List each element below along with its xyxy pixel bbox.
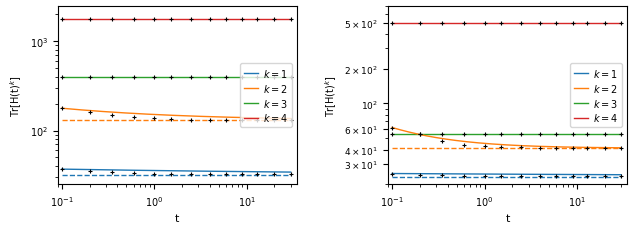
Y-axis label: Tr[H(t)$^k$]: Tr[H(t)$^k$]	[8, 75, 24, 116]
X-axis label: t: t	[175, 214, 179, 223]
Legend: $k = 1$, $k = 2$, $k = 3$, $k = 4$: $k = 1$, $k = 2$, $k = 3$, $k = 4$	[570, 63, 622, 128]
X-axis label: t: t	[506, 214, 509, 223]
Y-axis label: Tr[H(t)$^k$]: Tr[H(t)$^k$]	[323, 75, 339, 116]
Legend: $k = 1$, $k = 2$, $k = 3$, $k = 4$: $k = 1$, $k = 2$, $k = 3$, $k = 4$	[239, 63, 292, 128]
